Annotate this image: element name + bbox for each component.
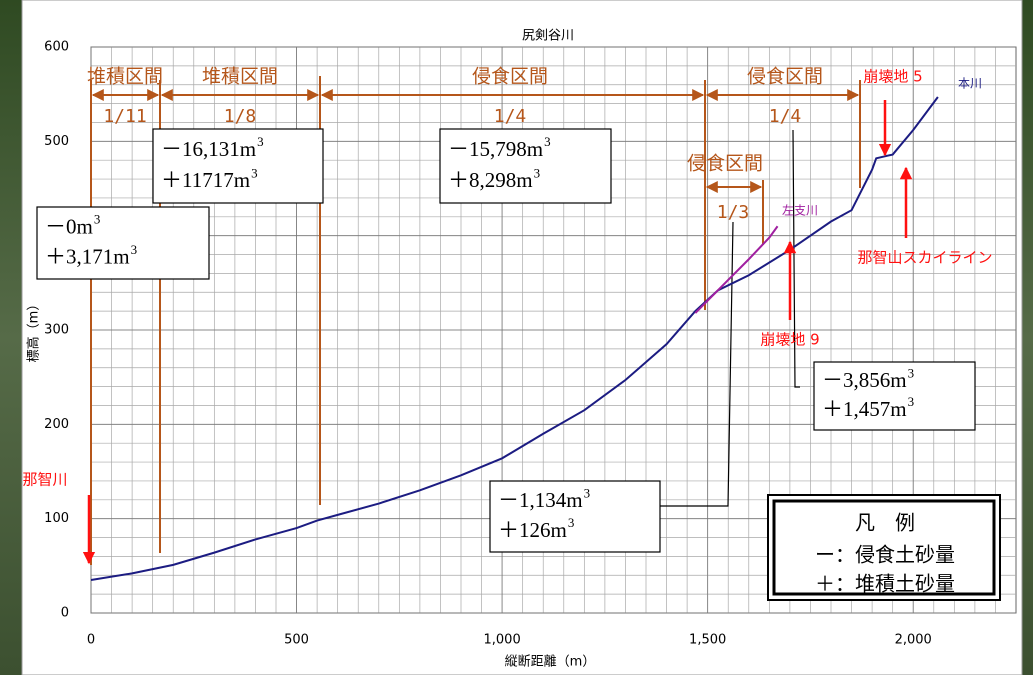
legend-frame [767,494,1001,601]
unit-superscript: 3 [568,515,575,530]
unit-superscript: 3 [544,134,551,149]
series-line [694,225,779,314]
volume-box [152,128,324,204]
x-tick-label: 0 [87,633,95,648]
series-label: 左支川 [782,203,818,218]
section-label: 侵食区間 [747,66,823,88]
section-ratio: 1/3 [717,202,750,223]
unit-superscript: 3 [257,134,264,149]
x-tick-label: 500 [284,633,309,648]
leader-line [792,129,800,388]
volume-plus: ＋1,457m [822,397,907,421]
y-tick-label: 0 [61,606,69,621]
annotation: 那智山スカイライン [857,249,992,267]
x-tick-label: 1,000 [484,633,521,648]
leader-line [660,221,734,507]
leader-lines [660,129,800,507]
volume-plus: ＋8,298m [448,168,533,192]
y-tick-label: 100 [44,511,69,526]
series-label: 本川 [958,77,982,91]
volume-box [439,128,612,204]
volume-box [813,361,976,431]
x-tick-label: 1,500 [689,633,726,648]
volume-minus: －3,856m [822,368,907,392]
section-label: 侵食区間 [472,66,548,88]
x-tick-label: 2,000 [895,633,932,648]
volume-minus: －16,131m [161,137,256,161]
legend-frame [772,499,996,596]
y-axis-label: 標高（m） [26,298,42,363]
unit-superscript: 3 [94,212,101,227]
chart-title: 尻剣谷川 [522,29,574,44]
annotation: 崩壊地 5 [863,68,922,86]
section-ratio: 1/8 [224,106,257,127]
section-ratio: 1/11 [103,106,146,127]
legend-title: 凡 例 [855,511,915,535]
unit-superscript: 3 [908,394,915,409]
y-tick-label: 500 [44,134,69,149]
y-tick-label: 600 [44,40,69,55]
section-label: 侵食区間 [687,153,763,175]
section-label: 堆積区間 [202,66,278,88]
volume-minus: －1,134m [498,488,583,512]
volume-minus: －15,798m [448,137,543,161]
volume-plus: ＋3,171m [45,245,130,269]
volume-box [36,206,210,280]
y-tick-label: 300 [44,323,69,338]
annotation: 崩壊地 9 [760,331,819,349]
annotation-arrows [82,100,913,565]
volume-minus: －0m [45,214,93,238]
unit-superscript: 3 [908,365,915,380]
volume-plus: ＋11717m [161,168,250,192]
unit-superscript: 3 [131,242,138,257]
legend: 凡 例 ー：侵食土砂量 ＋：堆積土砂量 [767,494,1001,601]
section-ratio: 1/4 [494,106,527,127]
unit-superscript: 3 [534,165,541,180]
y-tick-label: 200 [44,417,69,432]
section-label: 堆積区間 [87,66,163,88]
section-ratio: 1/4 [769,106,802,127]
legend-item: ＋：堆積土砂量 [815,572,955,596]
series-line [90,96,939,581]
legend-item: ー：侵食土砂量 [815,543,955,567]
unit-superscript: 3 [584,485,591,500]
unit-superscript: 3 [251,165,258,180]
volume-plus: ＋126m [498,518,567,542]
x-axis-label: 縦断距離（m） [505,655,596,670]
annotation: 那智川 [22,471,67,489]
volume-box [489,480,661,553]
section-lines [90,76,861,565]
